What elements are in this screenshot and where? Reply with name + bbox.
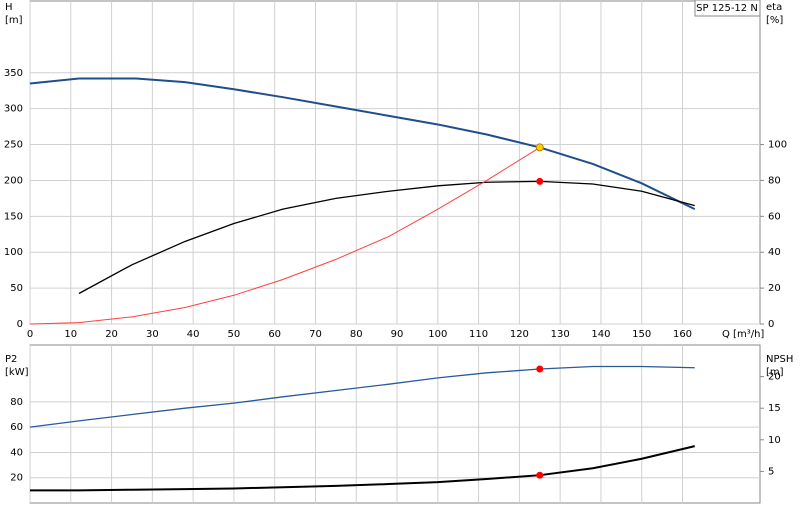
y-axis-label: H	[5, 2, 13, 13]
curve	[30, 445, 695, 492]
y-tick-label: 20	[10, 473, 23, 484]
y2-tick-label: 15	[768, 403, 781, 414]
y2-tick-label: 100	[768, 140, 787, 151]
y-tick-label: 100	[4, 247, 23, 258]
x-tick-label: 140	[591, 329, 610, 340]
x-tick-label: 20	[105, 329, 118, 340]
y-tick-label: 350	[4, 68, 23, 79]
y2-tick-label: 80	[768, 175, 781, 186]
y-tick-label: 250	[4, 140, 23, 151]
y2-tick-label: 40	[768, 247, 781, 258]
x-tick-label: 10	[64, 329, 77, 340]
y2-axis-label: eta	[766, 2, 782, 13]
title-box	[694, 0, 761, 17]
y-tick-label: 50	[10, 283, 23, 294]
x-tick-label: 0	[27, 329, 33, 340]
y-axis-label: P2	[5, 354, 17, 365]
duty-point	[536, 177, 544, 185]
y2-tick-label: 20	[768, 372, 781, 383]
y-axis-unit: [m]	[5, 15, 23, 26]
x-axis-label: Q [m³/h]	[722, 329, 764, 340]
x-tick-label: 130	[551, 329, 570, 340]
y2-tick-label: 5	[768, 466, 774, 477]
x-tick-label: 80	[350, 329, 363, 340]
x-tick-label: 150	[632, 329, 651, 340]
y2-tick-label: 20	[768, 283, 781, 294]
x-tick-label: 160	[673, 329, 692, 340]
curve	[78, 180, 695, 295]
y-tick-label: 60	[10, 422, 23, 433]
x-tick-label: 90	[391, 329, 404, 340]
chart-title: SP 125-12 N	[696, 3, 758, 14]
duty-point	[535, 143, 544, 152]
x-tick-label: 70	[309, 329, 322, 340]
y-tick-label: 40	[10, 447, 23, 458]
x-tick-label: 30	[146, 329, 159, 340]
y2-axis-label: NPSH	[766, 354, 793, 365]
duty-point	[536, 471, 544, 479]
y-axis-unit: [kW]	[5, 367, 29, 378]
y-tick-label: 300	[4, 104, 23, 115]
y2-axis-unit: [%]	[766, 15, 783, 26]
y-tick-label: 80	[10, 397, 23, 408]
y-tick-label: 200	[4, 175, 23, 186]
x-tick-label: 120	[510, 329, 529, 340]
x-tick-label: 100	[428, 329, 447, 340]
curve	[29, 147, 541, 325]
y-tick-label: 0	[17, 319, 23, 330]
curve	[29, 77, 696, 211]
y2-tick-label: 10	[768, 435, 781, 446]
x-tick-label: 110	[469, 329, 488, 340]
curve	[29, 365, 695, 428]
duty-point	[536, 365, 544, 373]
y2-tick-label: 60	[768, 211, 781, 222]
x-tick-label: 40	[187, 329, 200, 340]
x-tick-label: 60	[268, 329, 281, 340]
y2-axis-unit: [m]	[766, 367, 784, 378]
y2-tick-label: 0	[768, 319, 774, 330]
plot-area	[29, 0, 761, 325]
y-tick-label: 150	[4, 211, 23, 222]
plot-area	[29, 344, 761, 504]
x-tick-label: 50	[228, 329, 241, 340]
